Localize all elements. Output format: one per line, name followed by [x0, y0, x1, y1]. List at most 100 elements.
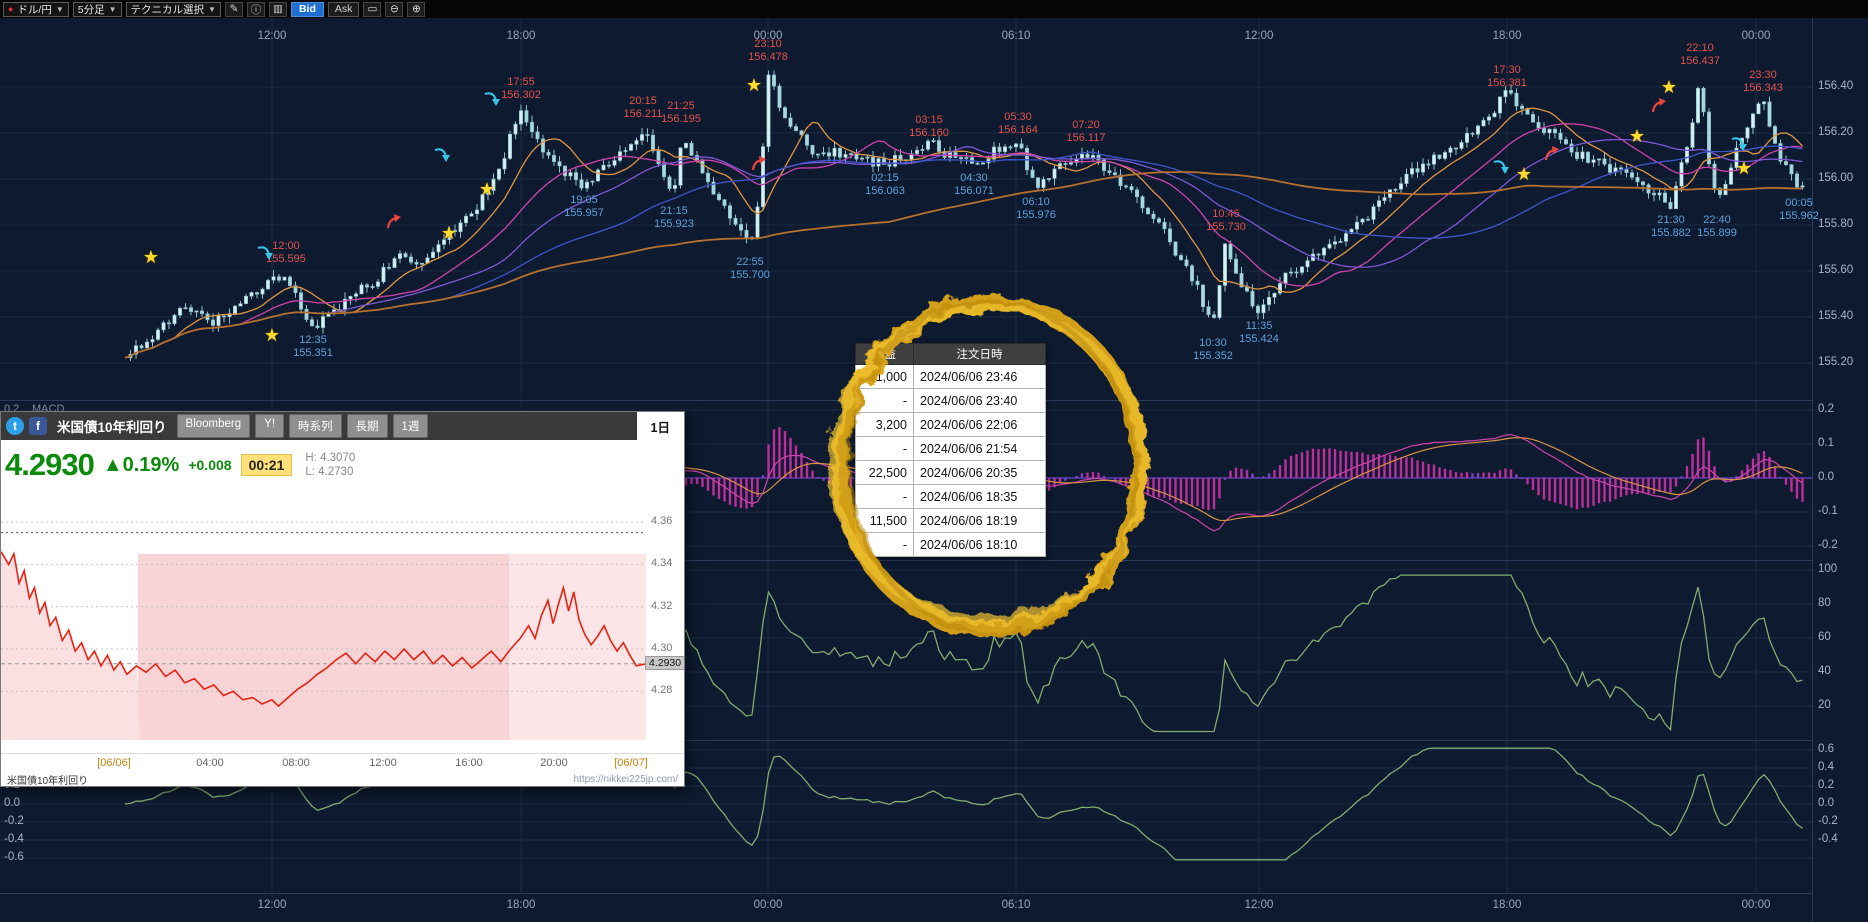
draw-tool-button[interactable]: ✎: [224, 1, 243, 17]
swing-time: 22:10: [1686, 42, 1714, 54]
time-axis-label: 00:00: [1741, 30, 1771, 42]
swing-label: 22:40 155.899: [1697, 214, 1737, 240]
zoom-out-button[interactable]: ⊖: [385, 1, 404, 17]
table-row[interactable]: 21,000 2024/06/06 23:46: [855, 364, 1046, 389]
measure-tool-button[interactable]: ▭: [363, 1, 382, 17]
swing-price: 155.962: [1779, 210, 1819, 222]
profit-loss-cell: 11,500: [855, 508, 914, 533]
yield-current-price-label: 4.2930: [645, 656, 684, 670]
table-row[interactable]: 11,500 2024/06/06 18:19: [855, 508, 1046, 533]
table-row[interactable]: 3,200 2024/06/06 22:06: [855, 412, 1046, 437]
profit-loss-cell: 3,200: [855, 412, 914, 437]
star-icon: ★: [1735, 158, 1753, 178]
yield-x-tick: [06/07]: [614, 757, 648, 769]
yield-x-tick: 08:00: [282, 757, 310, 769]
yield-widget-button-0[interactable]: Bloomberg: [176, 414, 251, 438]
swing-price: 155.923: [654, 218, 694, 230]
pair-label: ドル/円: [17, 3, 52, 16]
yield-x-tick: [06/06]: [97, 757, 131, 769]
price-axis-label: 155.20: [1818, 356, 1854, 368]
swing-time: 02:15: [871, 172, 899, 184]
time-axis-label: 18:00: [1492, 30, 1522, 42]
table-row[interactable]: 22,500 2024/06/06 20:35: [855, 460, 1046, 485]
time-axis-label: 00:00: [753, 899, 783, 911]
swing-label: 00:05 155.962: [1779, 197, 1819, 223]
oscillator-axis-label: -0.2: [1818, 815, 1838, 827]
swing-label: 23:30 156.343: [1743, 69, 1783, 95]
technical-selector[interactable]: テクニカル選択 ▼: [125, 1, 221, 17]
swing-label: 20:15 156.211: [624, 95, 663, 121]
yield-widget-button-2[interactable]: 時系列: [289, 414, 342, 438]
swing-label: 11:35 155.424: [1239, 320, 1279, 346]
timeframe-selector[interactable]: 5分足 ▼: [72, 1, 122, 17]
swing-price: 156.478: [748, 51, 788, 63]
yield-low: L: 4.2730: [305, 466, 354, 478]
table-row[interactable]: -2024/06/06 18:10: [855, 532, 1046, 557]
star-icon: ★: [478, 179, 496, 199]
chart-type-button[interactable]: ▥: [268, 1, 287, 17]
order-datetime-cell: 2024/06/06 18:10: [913, 532, 1046, 557]
yield-widget-button-1[interactable]: Y!: [255, 414, 285, 438]
oscillator-left-axis-label: 0.0: [4, 797, 20, 809]
swing-time: 21:30: [1657, 214, 1685, 226]
swing-price: 155.899: [1697, 227, 1737, 239]
time-axis-label: 12:00: [257, 899, 287, 911]
price-axis-label: 156.00: [1818, 172, 1854, 184]
twitter-icon[interactable]: t: [6, 417, 24, 435]
rsi-axis-label: 40: [1818, 665, 1831, 677]
swing-label: 12:00 155.595: [266, 240, 306, 266]
swing-time: 05:30: [1004, 111, 1032, 123]
order-datetime-cell: 2024/06/06 23:46: [913, 364, 1046, 389]
swing-label: 04:30 156.071: [954, 172, 994, 198]
zoom-in-icon: ⊕: [412, 3, 421, 15]
star-icon: ★: [1628, 126, 1646, 146]
yield-widget-button-4[interactable]: 1週: [392, 414, 429, 438]
oscillator-left-axis-label: -0.4: [4, 833, 24, 845]
swing-time: 12:00: [272, 240, 300, 252]
swing-time: 17:30: [1493, 64, 1521, 76]
table-row[interactable]: -2024/06/06 21:54: [855, 436, 1046, 461]
rsi-axis-label: 80: [1818, 597, 1831, 609]
ask-button[interactable]: Ask: [327, 1, 360, 17]
rsi-axis-label: 60: [1818, 631, 1831, 643]
yield-widget-button-3[interactable]: 長期: [346, 414, 388, 438]
yield-widget-footer: 米国債10年利回り https://nikkei225jp.com/: [1, 773, 684, 787]
info-button[interactable]: ⓘ: [246, 1, 265, 17]
yield-y-tick: 4.34: [651, 557, 673, 570]
order-datetime-cell: 2024/06/06 22:06: [913, 412, 1046, 437]
time-axis-label: 00:00: [1741, 899, 1771, 911]
swing-time: 07:20: [1072, 119, 1100, 131]
swing-label: 10:45 155.730: [1206, 208, 1246, 234]
rsi-axis-label: 20: [1818, 699, 1831, 711]
table-row[interactable]: -2024/06/06 18:35: [855, 484, 1046, 509]
swing-price: 155.595: [266, 253, 306, 265]
oscillator-axis-label: 0.6: [1818, 743, 1834, 755]
star-icon: ★: [1660, 77, 1678, 97]
macd-axis-label: 0.0: [1818, 471, 1834, 483]
table-row[interactable]: -2024/06/06 23:40: [855, 388, 1046, 413]
swing-price: 156.343: [1743, 82, 1783, 94]
yield-chart-area[interactable]: 4.2930 4.36 4.34 4.32 4.30 4.28: [1, 490, 684, 753]
swing-time: 21:25: [667, 100, 695, 112]
swing-price: 156.381: [1487, 77, 1527, 89]
yield-footer-url[interactable]: https://nikkei225jp.com/: [573, 774, 679, 785]
yield-widget-titlebar[interactable]: t f 米国債10年利回り Bloomberg Y! 時系列 長期 1週 1日: [1, 412, 684, 440]
facebook-icon[interactable]: f: [29, 417, 47, 435]
zoom-in-button[interactable]: ⊕: [407, 1, 426, 17]
star-icon: ★: [440, 223, 458, 243]
yield-widget-title: 米国債10年利回り: [57, 420, 167, 435]
price-axis-label: 156.20: [1818, 126, 1854, 138]
tab-1day[interactable]: 1日: [636, 412, 684, 440]
price-axis-label: 155.40: [1818, 310, 1854, 322]
chevron-down-icon: ▼: [208, 4, 216, 14]
swing-time: 12:35: [299, 334, 327, 346]
swing-time: 06:10: [1022, 196, 1050, 208]
pair-selector[interactable]: ● ドル/円 ▼: [3, 1, 69, 17]
header-order-datetime: 注文日時: [913, 343, 1046, 365]
bid-button[interactable]: Bid: [290, 1, 324, 17]
time-axis-label: 00:00: [753, 30, 783, 42]
yield-line: [1, 551, 647, 708]
swing-price: 155.957: [564, 207, 604, 219]
swing-label: 17:55 156.302: [501, 76, 541, 102]
swing-time: 00:05: [1785, 197, 1813, 209]
